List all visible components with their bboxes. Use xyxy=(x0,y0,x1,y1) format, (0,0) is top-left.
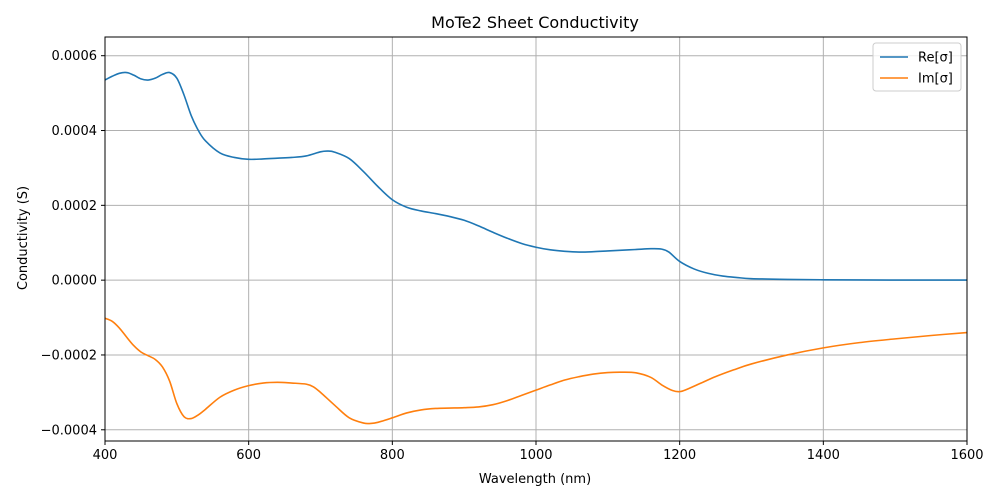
y-tick-label: −0.0002 xyxy=(41,348,97,363)
series-line-im-sigma xyxy=(104,317,968,425)
plot-frame xyxy=(104,36,968,442)
y-tick-label: 0.0002 xyxy=(52,199,98,214)
y-axis-label: Conductivity (S) xyxy=(16,186,31,290)
x-tick-label: 1200 xyxy=(663,448,696,463)
y-tick-label: 0.0000 xyxy=(52,274,98,289)
series-line-re-sigma xyxy=(104,71,968,281)
axis-ticks: 400 600 800 1000 1200 1400 1600 −0.0004 −0.0002 0… xyxy=(41,49,984,463)
x-tick-label: 1600 xyxy=(950,448,983,463)
chart-title: MoTe2 Sheet Conductivity xyxy=(431,13,639,32)
x-tick-label: 800 xyxy=(380,448,405,463)
legend-box xyxy=(872,42,962,92)
series-layer xyxy=(104,71,968,425)
x-tick-label: 1000 xyxy=(519,448,552,463)
y-tick-label: −0.0004 xyxy=(41,423,97,438)
x-tick-label: 1400 xyxy=(807,448,840,463)
x-axis-label: Wavelength (nm) xyxy=(479,472,591,487)
x-tick-label: 400 xyxy=(93,448,118,463)
y-tick-label: 0.0006 xyxy=(52,49,98,64)
legend-label: Im[σ] xyxy=(918,72,953,87)
legend-label: Re[σ] xyxy=(918,51,953,66)
legend: Re[σ] Im[σ] xyxy=(872,42,962,92)
y-tick-label: 0.0004 xyxy=(52,124,98,139)
x-tick-label: 600 xyxy=(236,448,261,463)
grid-lines xyxy=(104,37,968,441)
